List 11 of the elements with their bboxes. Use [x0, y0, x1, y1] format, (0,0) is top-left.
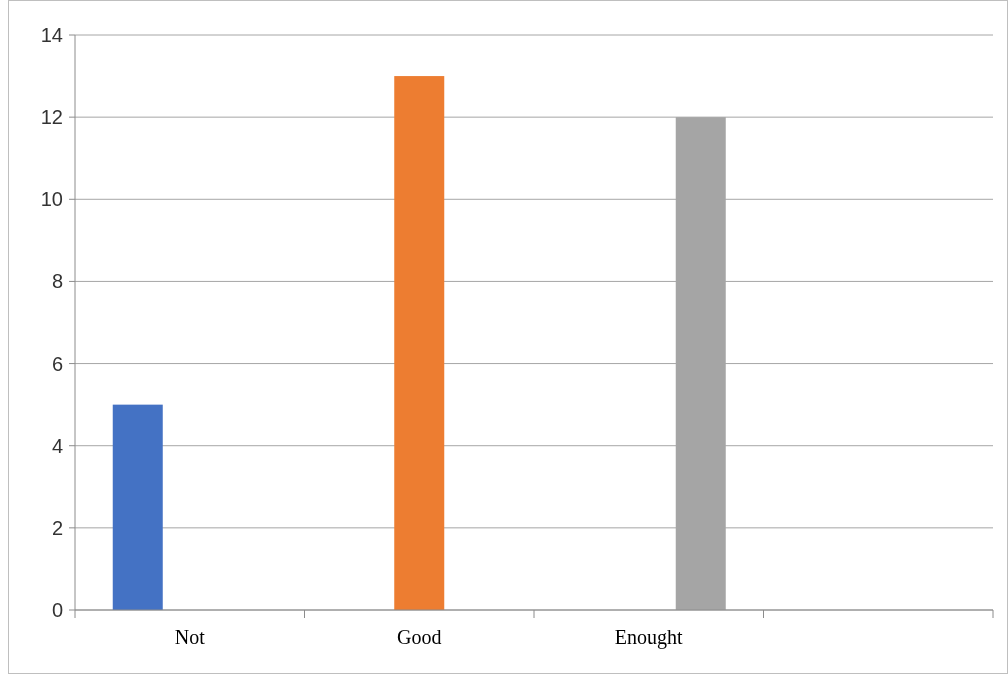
y-tick-label: 10 — [40, 188, 63, 211]
y-tick-label: 12 — [40, 106, 63, 129]
x-tick-label: Enought — [614, 626, 684, 649]
x-tick-label: Good — [397, 626, 442, 648]
y-tick-label: 14 — [40, 24, 63, 46]
y-tick-label: 4 — [51, 434, 63, 457]
y-tick-label: 6 — [51, 352, 63, 375]
y-tick-label: 8 — [51, 270, 63, 293]
y-tick-label: 0 — [51, 599, 63, 621]
y-tick-label: 2 — [51, 516, 63, 539]
x-tick-label: Not — [174, 626, 206, 648]
